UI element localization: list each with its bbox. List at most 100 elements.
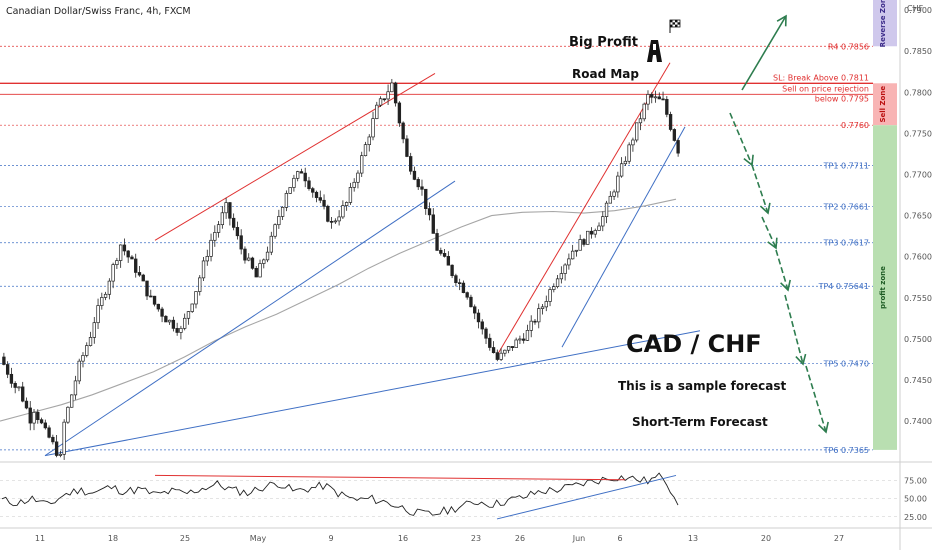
zone-band (873, 125, 897, 450)
candle-body (247, 257, 251, 261)
candle-body (439, 250, 443, 254)
upside-arrow (741, 14, 787, 91)
candle-body (36, 411, 40, 421)
candle-body (540, 306, 545, 309)
candle-body (548, 289, 552, 302)
level-label: TP2 0.7661 (823, 203, 869, 212)
candle-body (322, 199, 326, 207)
candle-body (288, 187, 292, 194)
arrow-shaft (751, 164, 769, 214)
arrow-shaft (784, 294, 804, 365)
candle-body (375, 104, 379, 119)
candle-body (642, 103, 646, 120)
candle-body (228, 202, 232, 219)
level-label: TP4 0.75641 (818, 282, 869, 291)
candle-body (137, 272, 142, 276)
level-label: 0.7760 (841, 121, 869, 130)
support-trendline (44, 180, 456, 457)
date-tick-label: 26 (515, 534, 525, 543)
candle-body (601, 216, 605, 227)
long-support-trendline (44, 330, 701, 457)
arrow-head (818, 421, 829, 434)
candle-body (612, 191, 616, 197)
downside-arrow-1 (729, 112, 754, 167)
date-tick-label: May (250, 534, 267, 543)
candle-body (100, 297, 104, 306)
candle-body (672, 129, 677, 141)
candle-body (401, 122, 405, 140)
candle-body (179, 327, 183, 333)
candle-body (254, 267, 258, 278)
candle-body (461, 282, 466, 293)
rsi-line (1, 472, 679, 516)
downside-arrow-6 (805, 365, 829, 434)
candle-body (454, 275, 458, 284)
candle-body (303, 172, 307, 182)
zone-label: Sell Zone (879, 86, 887, 123)
candle-body (341, 205, 345, 218)
candle-body (183, 317, 187, 329)
candle-body (469, 296, 473, 308)
candle-body (420, 186, 424, 190)
candle-body (220, 212, 225, 226)
candle-body (650, 94, 654, 98)
level-label: TP1 0.7711 (823, 161, 869, 170)
candle-body (537, 308, 541, 323)
candle-body (457, 282, 462, 285)
candle-body (13, 383, 17, 388)
candle-body (134, 258, 138, 273)
sma-layer (0, 198, 677, 422)
candle-body (552, 286, 556, 290)
candle-body (43, 422, 47, 429)
candle-body (522, 338, 526, 341)
candle-body (28, 407, 32, 424)
downside-arrow-3 (761, 216, 778, 250)
arrow-head (776, 14, 787, 27)
candle-body (416, 179, 420, 188)
candle-body (115, 260, 119, 266)
candle-body (363, 144, 368, 157)
arrow-shaft (761, 216, 777, 249)
downside-arrow-2 (751, 164, 771, 215)
candle-body (51, 436, 55, 443)
candle-body (435, 233, 439, 251)
candle-body (405, 138, 409, 157)
candle-body (122, 244, 127, 252)
rsi-tick-label: 50.00 (904, 495, 927, 504)
date-tick-label: Jun (572, 534, 586, 543)
candle-body (62, 421, 66, 455)
candle-body (518, 338, 522, 341)
candle-body (567, 258, 571, 266)
candle-body (476, 312, 481, 323)
date-tick-label: 13 (688, 534, 698, 543)
candle-body (326, 205, 330, 222)
candle-body (604, 202, 609, 217)
candle-body (661, 98, 665, 101)
candle-body (574, 249, 579, 252)
candle-body (514, 339, 518, 348)
candle-body (111, 264, 115, 282)
candle-body (47, 427, 51, 438)
candle-body (371, 118, 375, 138)
rsi-tick-label: 75.00 (904, 477, 927, 486)
candle-body (224, 202, 228, 214)
candle-body (198, 277, 202, 292)
candle-body (81, 355, 85, 362)
candle-body (529, 320, 533, 331)
zone-band (873, 83, 897, 126)
candle-body (85, 345, 89, 356)
candle-body (382, 98, 386, 101)
candle-body (186, 311, 191, 319)
candle-body (145, 280, 149, 297)
candle-body (277, 216, 281, 226)
arrow-shaft (729, 112, 753, 166)
date-tick-label: 16 (398, 534, 408, 543)
candle-body (243, 248, 247, 261)
